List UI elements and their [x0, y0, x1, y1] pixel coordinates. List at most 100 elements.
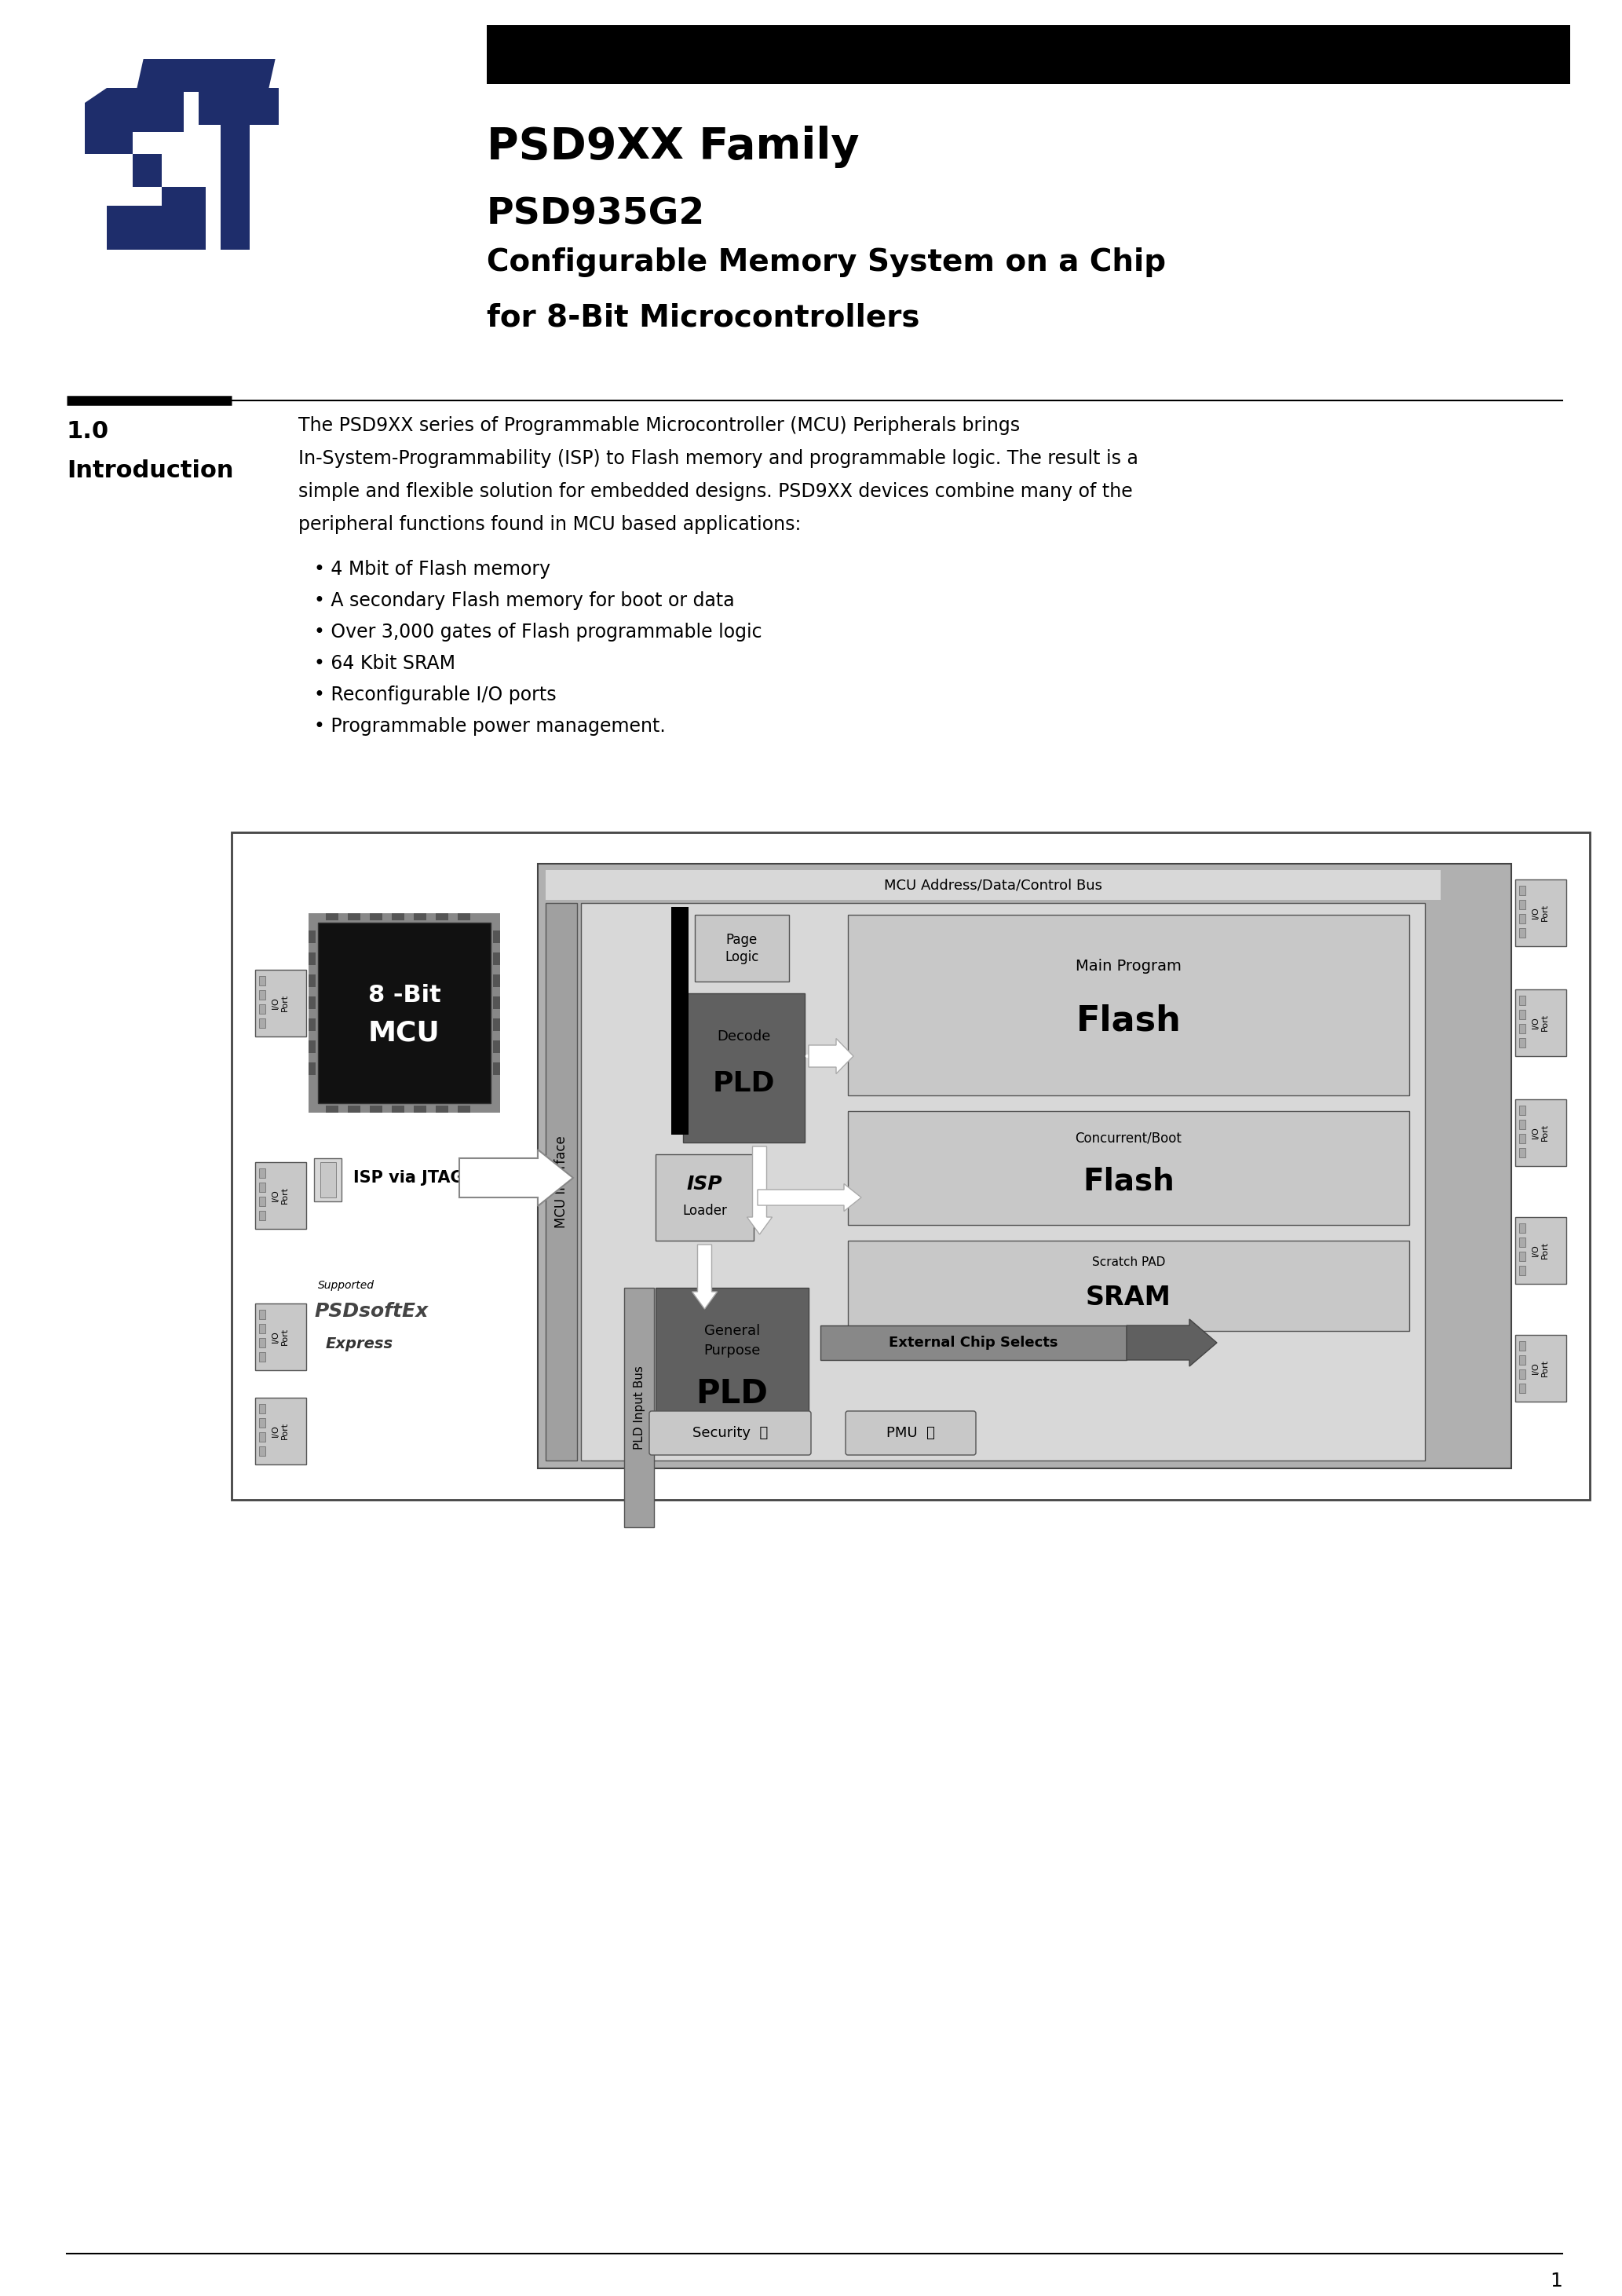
Text: 1: 1: [1551, 2271, 1562, 2291]
Bar: [1520, 1107, 1525, 1116]
Bar: [1520, 1251, 1525, 1261]
Polygon shape: [136, 60, 276, 92]
Bar: [1520, 1134, 1525, 1143]
Text: The PSD9XX series of Programmable Microcontroller (MCU) Peripherals brings: The PSD9XX series of Programmable Microc…: [298, 416, 1020, 434]
Bar: [414, 1107, 427, 1114]
Bar: [308, 974, 316, 987]
Bar: [493, 974, 500, 987]
Bar: [493, 1063, 500, 1075]
Bar: [326, 914, 339, 921]
FancyArrow shape: [748, 1146, 772, 1235]
Bar: [1520, 1010, 1525, 1019]
Bar: [260, 990, 266, 999]
Bar: [260, 1003, 266, 1015]
Text: SRAM: SRAM: [1085, 1283, 1171, 1311]
Bar: [1520, 996, 1525, 1006]
Bar: [493, 930, 500, 944]
Text: Loader: Loader: [683, 1203, 727, 1217]
Bar: [260, 976, 266, 985]
Text: I/O
Port: I/O Port: [272, 1421, 289, 1440]
FancyArrow shape: [693, 1244, 717, 1309]
Bar: [487, 25, 1570, 85]
Text: I/O
Port: I/O Port: [1531, 1359, 1549, 1378]
Bar: [493, 953, 500, 964]
Bar: [308, 914, 500, 1114]
Bar: [308, 1040, 316, 1054]
Text: PLD Input Bus: PLD Input Bus: [633, 1366, 646, 1449]
Text: I/O
Port: I/O Port: [272, 994, 289, 1013]
Text: I/O
Port: I/O Port: [272, 1187, 289, 1203]
Bar: [581, 902, 1426, 1460]
FancyArrow shape: [1127, 1320, 1216, 1366]
Bar: [1515, 879, 1567, 946]
Bar: [493, 996, 500, 1008]
FancyBboxPatch shape: [845, 1412, 976, 1456]
Bar: [1520, 1368, 1525, 1380]
Bar: [545, 870, 1440, 900]
Bar: [1520, 900, 1525, 909]
Bar: [545, 902, 577, 1460]
Bar: [1515, 1334, 1567, 1401]
Bar: [308, 953, 316, 964]
Bar: [308, 1019, 316, 1031]
Text: Configurable Memory System on a Chip: Configurable Memory System on a Chip: [487, 248, 1166, 278]
Text: Flash: Flash: [1083, 1166, 1174, 1196]
Text: PLD: PLD: [696, 1378, 769, 1410]
Bar: [821, 1325, 1127, 1359]
Text: • Reconfigurable I/O ports: • Reconfigurable I/O ports: [315, 687, 556, 705]
Text: ISP: ISP: [686, 1176, 722, 1194]
FancyArrow shape: [757, 1185, 861, 1212]
Text: Security  🔒: Security 🔒: [693, 1426, 767, 1440]
Bar: [370, 914, 383, 921]
Bar: [1520, 1238, 1525, 1247]
Bar: [308, 1063, 316, 1075]
Bar: [1520, 886, 1525, 895]
Bar: [1515, 990, 1567, 1056]
Bar: [1520, 1384, 1525, 1394]
Bar: [260, 1196, 266, 1205]
Text: Concurrent/Boot: Concurrent/Boot: [1075, 1132, 1182, 1146]
Text: MCU: MCU: [368, 1019, 440, 1047]
Bar: [326, 1107, 339, 1114]
Text: • Over 3,000 gates of Flash programmable logic: • Over 3,000 gates of Flash programmable…: [315, 622, 762, 641]
Text: PMU  🗄: PMU 🗄: [886, 1426, 934, 1440]
Text: PSD9XX Family: PSD9XX Family: [487, 126, 860, 168]
Bar: [848, 1240, 1410, 1332]
Text: • A secondary Flash memory for boot or data: • A secondary Flash memory for boot or d…: [315, 592, 735, 611]
Bar: [1520, 1341, 1525, 1350]
Polygon shape: [84, 87, 206, 250]
Bar: [624, 1288, 654, 1527]
Bar: [260, 1325, 266, 1334]
Bar: [260, 1419, 266, 1428]
Bar: [308, 996, 316, 1008]
Bar: [655, 1155, 754, 1240]
Text: • 4 Mbit of Flash memory: • 4 Mbit of Flash memory: [315, 560, 550, 579]
Bar: [260, 1433, 266, 1442]
Text: Scratch PAD: Scratch PAD: [1092, 1256, 1165, 1267]
Bar: [315, 1157, 342, 1201]
Bar: [1520, 928, 1525, 937]
Text: I/O
Port: I/O Port: [1531, 905, 1549, 921]
Text: Page: Page: [727, 932, 757, 948]
Bar: [1515, 1100, 1567, 1166]
Text: PSDsoftEx: PSDsoftEx: [315, 1302, 428, 1320]
Bar: [1520, 1355, 1525, 1364]
Text: Flash: Flash: [1075, 1003, 1181, 1038]
FancyArrow shape: [809, 1038, 853, 1075]
Bar: [260, 1019, 266, 1029]
Text: MCU Interface: MCU Interface: [555, 1137, 568, 1228]
Text: 8 -Bit: 8 -Bit: [368, 985, 441, 1008]
Text: simple and flexible solution for embedded designs. PSD9XX devices combine many o: simple and flexible solution for embedde…: [298, 482, 1132, 501]
Bar: [347, 1107, 360, 1114]
Text: ISP via JTAG: ISP via JTAG: [354, 1171, 464, 1185]
Text: General: General: [704, 1325, 761, 1339]
Text: I/O
Port: I/O Port: [272, 1327, 289, 1345]
Bar: [260, 1446, 266, 1456]
Text: Main Program: Main Program: [1075, 957, 1181, 974]
Bar: [1520, 1148, 1525, 1157]
Bar: [436, 1107, 448, 1114]
Bar: [393, 914, 404, 921]
Bar: [260, 1210, 266, 1219]
Bar: [318, 923, 491, 1104]
Bar: [1520, 1120, 1525, 1130]
